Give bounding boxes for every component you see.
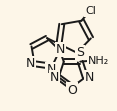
Text: N: N bbox=[50, 71, 59, 84]
Text: NH₂: NH₂ bbox=[88, 56, 109, 66]
Text: O: O bbox=[67, 83, 77, 96]
Text: N: N bbox=[56, 43, 65, 56]
Text: N: N bbox=[85, 71, 94, 84]
Text: N: N bbox=[26, 57, 35, 70]
Text: Cl: Cl bbox=[85, 6, 96, 16]
Text: N: N bbox=[46, 63, 56, 76]
Text: S: S bbox=[76, 46, 84, 59]
